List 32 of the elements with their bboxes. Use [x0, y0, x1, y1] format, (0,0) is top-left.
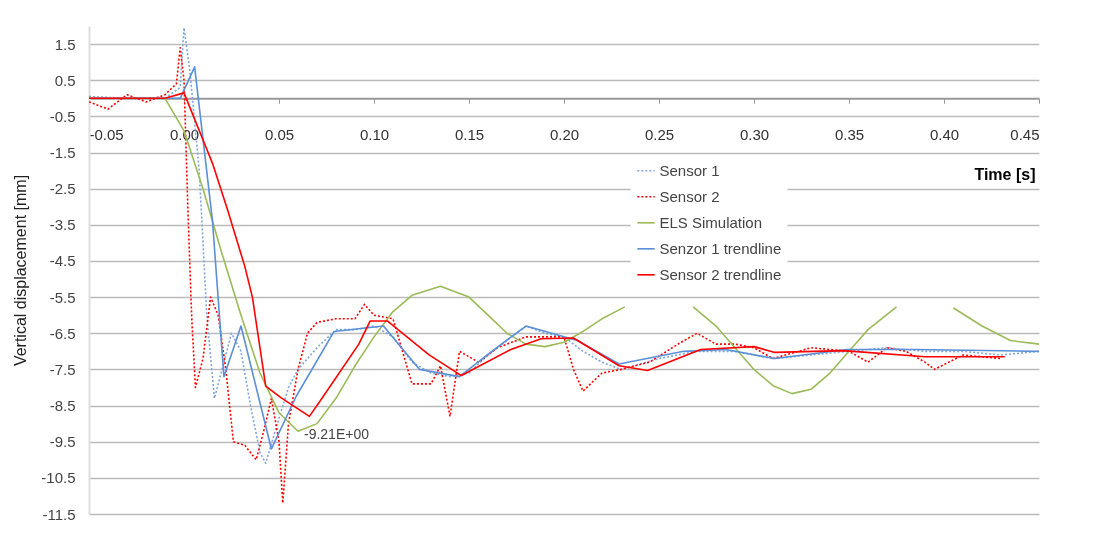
y-tick-label: -8.5 [49, 397, 76, 415]
legend-label: Sensor 1 [659, 161, 720, 179]
y-tick-label: -3.5 [49, 216, 76, 234]
annotation: -9.21E+00 [304, 426, 370, 443]
legend-label: Senzor 1 trendline [659, 239, 782, 257]
y-tick-label: 1.5 [54, 35, 76, 53]
y-tick-label: -1.5 [49, 144, 76, 162]
y-tick-label: -10.5 [41, 469, 76, 487]
x-tick-label: 0.30 [739, 125, 770, 143]
legend-label: Sensor 2 [659, 187, 720, 205]
legend-label: ELS Simulation [659, 213, 763, 231]
legend-label: Sensor 2 trendline [659, 265, 782, 283]
y-tick-label: -0.5 [49, 107, 76, 125]
x-tick-label: 0.25 [644, 125, 675, 143]
y-tick-label: -7.5 [49, 360, 76, 378]
x-tick-label: -0.05 [89, 125, 124, 143]
x-tick-label: 0.05 [264, 125, 295, 143]
y-tick-label: -11.5 [42, 505, 76, 523]
x-tick-label: 0.45 [1010, 125, 1040, 143]
x-tick-label: 0.20 [549, 125, 580, 143]
y-tick-label: -6.5 [49, 324, 76, 342]
x-tick-label: 0.10 [359, 125, 390, 143]
x-axis-title: Time [s] [974, 165, 1036, 183]
x-tick-label: 0.40 [929, 125, 960, 143]
y-tick-label: -9.5 [49, 433, 76, 451]
y-tick-label: -5.5 [49, 288, 76, 306]
x-tick-label: 0.35 [834, 125, 865, 143]
y-axis-title: Vertical displacement [mm] [12, 174, 30, 367]
x-tick-label: 0.15 [454, 125, 485, 143]
y-tick-label: -2.5 [49, 180, 76, 198]
y-tick-label: 0.5 [54, 71, 76, 89]
y-tick-label: -4.5 [49, 252, 76, 270]
